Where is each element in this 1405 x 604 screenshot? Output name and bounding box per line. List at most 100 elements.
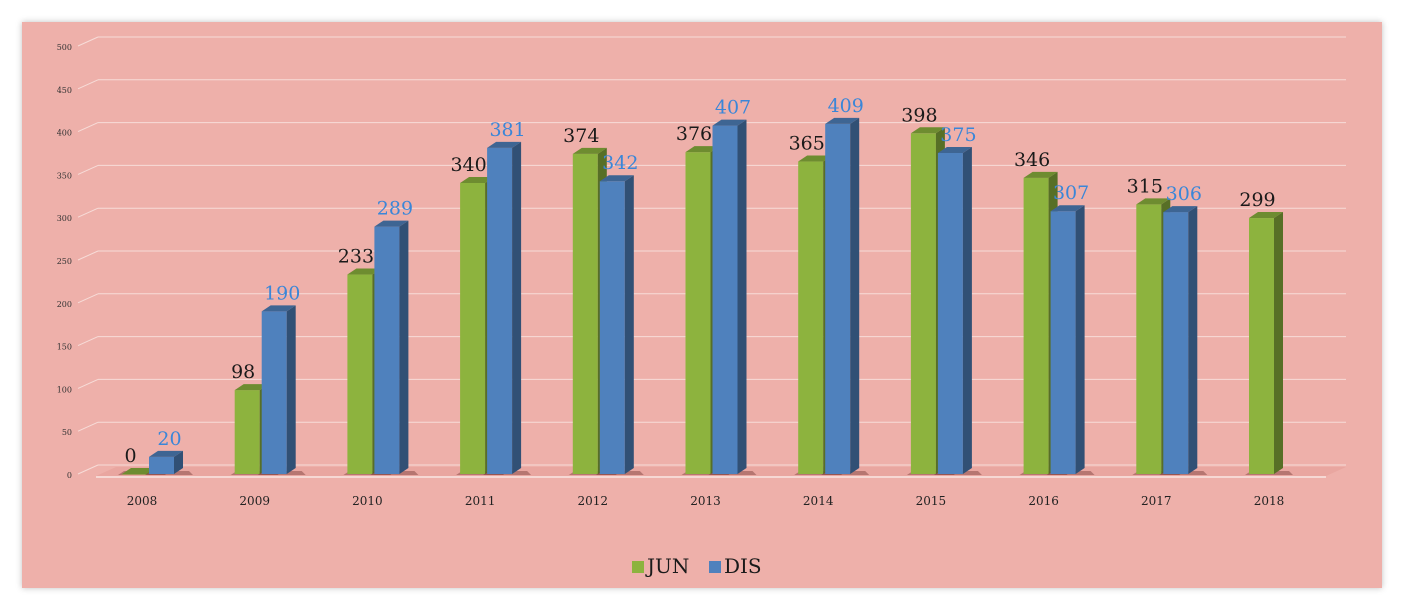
bar-top-dis-2017 [1163,206,1198,213]
bar-top-dis-2011 [487,141,522,148]
x-tick-label: 2018 [1254,494,1285,508]
x-tick-label: 2013 [690,494,721,508]
data-label-jun-2013: 376 [676,123,712,145]
bar-top-dis-2013 [712,119,747,126]
y-tick-label: 0 [67,471,72,480]
gridline-depth [77,79,99,90]
x-tick-label: 2010 [352,494,383,508]
bar-side-dis-2016 [1075,205,1085,474]
x-tick-label: 2016 [1028,494,1059,508]
data-label-dis-2014: 409 [828,95,864,117]
bar-dis-2015 [937,153,963,474]
data-label-dis-2009: 190 [264,282,300,304]
bar-top-dis-2015 [937,147,972,153]
data-label-jun-2012: 374 [563,125,599,147]
data-label-jun-2015: 398 [901,104,937,126]
x-tick-label: 2012 [578,494,609,508]
bar-jun-2008 [122,474,147,475]
bar-side-dis-2017 [1188,206,1198,474]
y-axis-ticks: 0 50 100 150 200 250 300 350 400 450 500 [57,43,72,480]
bar-top-dis-2016 [1050,205,1085,212]
bar-top-dis-2010 [374,220,409,227]
y-tick-label: 500 [57,43,72,52]
data-label-dis-2011: 381 [489,119,525,141]
bar-jun-2016 [1023,177,1049,474]
x-axis-ticks: 2008 2009 2010 2011 2012 2013 2014 2015 2016 2017… [127,494,1285,508]
y-tick-label: 400 [57,129,72,138]
bar-jun-2009 [234,390,260,474]
bar-top-dis-2012 [599,175,634,182]
bar-dis-2012 [599,181,625,475]
data-label-jun-2014: 365 [789,133,825,155]
x-tick-label: 2015 [916,494,947,508]
data-label-jun-2016: 346 [1014,149,1050,171]
y-tick-label: 250 [57,257,72,266]
y-tick-label: 100 [57,385,72,394]
legend-label-jun: JUN [645,554,689,578]
bar-top-jun-2017 [1136,198,1171,205]
gridline-depth [77,164,99,175]
bar-top-jun-2009 [234,384,269,391]
data-label-dis-2013: 407 [715,97,751,119]
bar-dis-2008 [149,456,174,474]
y-tick-label: 150 [57,343,72,352]
x-tick-label: 2011 [465,494,496,508]
gridline-depth [77,378,99,389]
bar-side-dis-2011 [512,141,522,474]
data-label-dis-2017: 306 [1166,183,1202,205]
bar-top-jun-2013 [685,146,720,153]
bar-top-jun-2008 [122,468,156,474]
gridline-depth [77,464,99,475]
bars [118,117,1293,475]
bar-top-dis-2014 [825,117,860,124]
gridline-depth [77,36,99,47]
bar-dis-2009 [261,311,287,474]
bar-jun-2017 [1136,204,1162,475]
bar-top-jun-2015 [910,127,945,134]
y-tick-label: 350 [57,171,72,180]
bar-side-dis-2008 [174,450,183,474]
bar-jun-2012 [572,153,598,474]
bar-jun-2014 [798,161,824,474]
bar-side-dis-2015 [962,147,972,474]
gridline-depth [77,207,99,218]
bar-side-dis-2009 [286,305,296,474]
x-tick-label: 2009 [239,494,270,508]
bar-side-jun-2018 [1274,212,1283,474]
bar-side-dis-2014 [850,117,860,475]
data-label-jun-2011: 340 [450,154,486,176]
gridline-depth [77,293,99,304]
x-tick-label: 2008 [127,494,158,508]
bar-top-jun-2011 [460,176,495,183]
bar-top-dis-2009 [261,305,296,312]
legend: JUN DIS [632,554,762,578]
bar-side-dis-2010 [399,220,409,474]
y-tick-label: 50 [62,428,72,437]
bar-jun-2018 [1249,218,1274,474]
data-label-dis-2012: 342 [602,152,638,174]
y-tick-label: 200 [57,300,72,309]
bar-top-jun-2012 [572,147,607,154]
bar-side-dis-2012 [624,175,634,475]
bar-top-jun-2016 [1023,171,1058,178]
bar-top-jun-2014 [798,155,833,162]
legend-swatch-dis [709,561,721,573]
gridline-depth [77,421,99,432]
bar-jun-2011 [460,182,486,474]
gridline-depth [77,122,99,133]
data-label-dis-2016: 307 [1053,182,1089,204]
data-label-jun-2008: 0 [124,445,136,467]
data-label-dis-2010: 289 [377,198,413,220]
bar-jun-2010 [347,274,373,474]
bar-top-dis-2008 [149,450,183,457]
legend-label-dis: DIS [724,554,762,578]
data-label-dis-2015: 375 [940,124,976,146]
legend-swatch-jun [632,561,644,573]
bar-dis-2016 [1050,211,1076,474]
y-tick-label: 450 [57,86,72,95]
bar-dis-2010 [374,226,400,474]
y-tick-label: 300 [57,214,72,223]
